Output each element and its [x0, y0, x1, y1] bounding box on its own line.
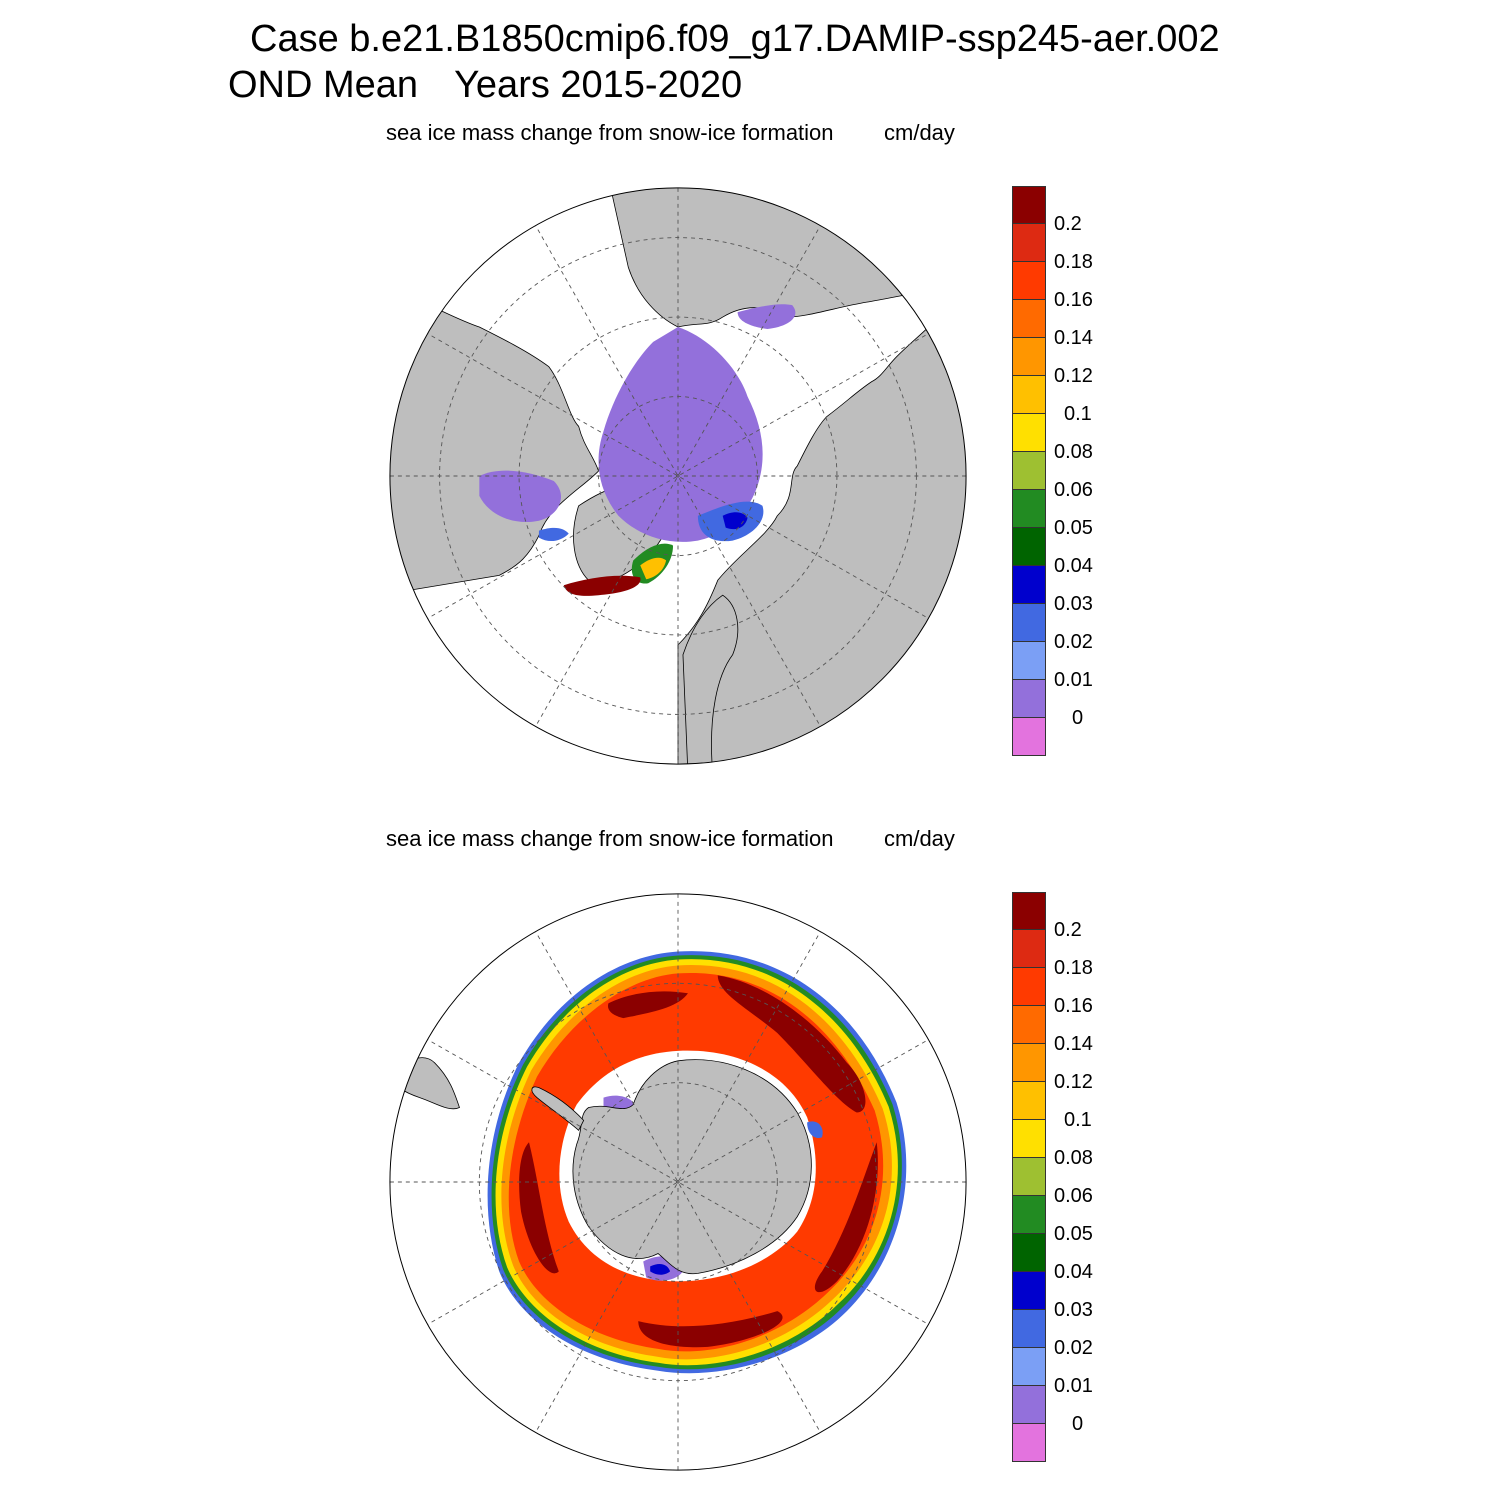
- years-label: Years 2015-2020: [454, 64, 743, 106]
- season-label: OND Mean: [228, 64, 419, 106]
- colorbar-sh-label: 0.14: [1054, 1033, 1093, 1055]
- ice-band-darkred-south: [638, 1311, 783, 1348]
- colorbar-sh-swatch-14: [1012, 1424, 1046, 1462]
- arctic-ice-greenland-peak: [640, 557, 667, 580]
- ross-sea-polynya-blue: [650, 1263, 671, 1275]
- colorbar-sh-label: 0.12: [1054, 1071, 1093, 1093]
- arctic-ice-okhotsk: [737, 304, 796, 329]
- colorbar-nh-swatch-7: [1012, 452, 1046, 490]
- antarctica-land: [572, 1059, 812, 1275]
- colorbar-sh-label: 0.05: [1054, 1223, 1093, 1245]
- colorbar-nh-label: 0.12: [1054, 365, 1093, 387]
- colorbar-sh-swatch-2: [1012, 968, 1046, 1006]
- colorbar-sh-swatch-6: [1012, 1120, 1046, 1158]
- colorbar-sh-swatch-10: [1012, 1272, 1046, 1310]
- antarctic-map-border: [389, 893, 967, 1471]
- colorbar-nh-swatch-3: [1012, 300, 1046, 338]
- colorbar-nh-swatch-1: [1012, 224, 1046, 262]
- arctic-ice-baffin-edge: [538, 527, 569, 542]
- colorbar-nh-label: 0.05: [1054, 517, 1093, 539]
- colorbar-nh-label: 0.01: [1054, 669, 1093, 691]
- colorbar-nh-label: 0.03: [1054, 593, 1093, 615]
- colorbar-sh-swatch-9: [1012, 1234, 1046, 1272]
- colorbar-sh-swatch-7: [1012, 1158, 1046, 1196]
- colorbar-nh-label: 0.18: [1054, 251, 1093, 273]
- arctic-map-border: [389, 187, 967, 765]
- panel-sh-units: cm/day: [884, 826, 955, 851]
- colorbar-nh-label: 0.04: [1054, 555, 1093, 577]
- antarctic-map: [389, 893, 967, 1471]
- colorbar-nh-swatch-6: [1012, 414, 1046, 452]
- colorbar-nh-swatch-9: [1012, 528, 1046, 566]
- arctic-ice-field: [598, 327, 763, 542]
- ice-band-darkred-north: [607, 991, 688, 1019]
- colorbar-nh-label: 0.06: [1054, 479, 1093, 501]
- colorbar-nh-swatch-4: [1012, 338, 1046, 376]
- colorbar-nh-swatch-5: [1012, 376, 1046, 414]
- colorbar-nh-swatch-11: [1012, 604, 1046, 642]
- colorbar-nh-swatch-8: [1012, 490, 1046, 528]
- colorbar-nh-swatch-10: [1012, 566, 1046, 604]
- colorbar-nh-swatch-12: [1012, 642, 1046, 680]
- colorbar-sh-label: 0.01: [1054, 1375, 1093, 1397]
- panel-nh-title: sea ice mass change from snow-ice format…: [386, 120, 834, 145]
- colorbar-sh-label: 0.18: [1054, 957, 1093, 979]
- colorbar-sh-label: 0.1: [1064, 1109, 1092, 1131]
- panel-nh-units: cm/day: [884, 120, 955, 145]
- arctic-land-far-east: [607, 187, 967, 328]
- colorbar-sh-label: 0: [1072, 1413, 1084, 1435]
- colorbar-nh-label: 0.16: [1054, 289, 1093, 311]
- arctic-graticule: [389, 187, 967, 765]
- antarctic-peninsula: [531, 1086, 585, 1131]
- figure-title: Case b.e21.B1850cmip6.f09_g17.DAMIP-ssp2…: [250, 18, 1220, 60]
- colorbar-sh-label: 0.06: [1054, 1185, 1093, 1207]
- ice-band-darkred-east: [717, 975, 866, 1113]
- colorbar-nh-swatch-2: [1012, 262, 1046, 300]
- arctic-ice-denmark-strait: [563, 575, 641, 596]
- antarctic-graticule: [389, 893, 967, 1471]
- colorbar-sh-swatch-12: [1012, 1348, 1046, 1386]
- arctic-map: [389, 187, 967, 765]
- figure-subtitle: OND Mean Years 2015-2020: [228, 64, 742, 107]
- colorbar-sh-swatch-0: [1012, 892, 1046, 930]
- colorbar-nh-label: 0.14: [1054, 327, 1093, 349]
- colorbar-sh-swatch-4: [1012, 1044, 1046, 1082]
- colorbar-nh-label: 0.08: [1054, 441, 1093, 463]
- colorbar-sh-swatch-8: [1012, 1196, 1046, 1234]
- arctic-ice-barents-high: [722, 512, 748, 530]
- ice-band-darkred-west: [519, 1142, 559, 1274]
- colorbar-sh-swatch-11: [1012, 1310, 1046, 1348]
- colorbar-nh-label: 0: [1072, 707, 1084, 729]
- colorbar-sh-label: 0.16: [1054, 995, 1093, 1017]
- panel-sh-title: sea ice mass change from snow-ice format…: [386, 826, 834, 851]
- colorbar-nh-label: 0.1: [1064, 403, 1092, 425]
- weddell-polynya-blue: [807, 1121, 823, 1139]
- colorbar-nh-swatch-0: [1012, 186, 1046, 224]
- colorbar-nh-label: 0.2: [1054, 213, 1082, 235]
- colorbar-sh-swatch-5: [1012, 1082, 1046, 1120]
- colorbar-nh-swatch-14: [1012, 718, 1046, 756]
- colorbar-sh-label: 0.03: [1054, 1299, 1093, 1321]
- colorbar-nh-swatch-13: [1012, 680, 1046, 718]
- colorbar-sh-label: 0.02: [1054, 1337, 1093, 1359]
- colorbar-sh-swatch-13: [1012, 1386, 1046, 1424]
- colorbar-sh-label: 0.2: [1054, 919, 1082, 941]
- colorbar-sh-label: 0.08: [1054, 1147, 1093, 1169]
- colorbar-nh-label: 0.02: [1054, 631, 1093, 653]
- colorbar-sh-label: 0.04: [1054, 1261, 1093, 1283]
- arctic-land-scandinavia: [682, 594, 739, 765]
- colorbar-sh-swatch-3: [1012, 1006, 1046, 1044]
- ice-band-darkred-se: [814, 1142, 878, 1293]
- colorbar-sh-swatch-1: [1012, 930, 1046, 968]
